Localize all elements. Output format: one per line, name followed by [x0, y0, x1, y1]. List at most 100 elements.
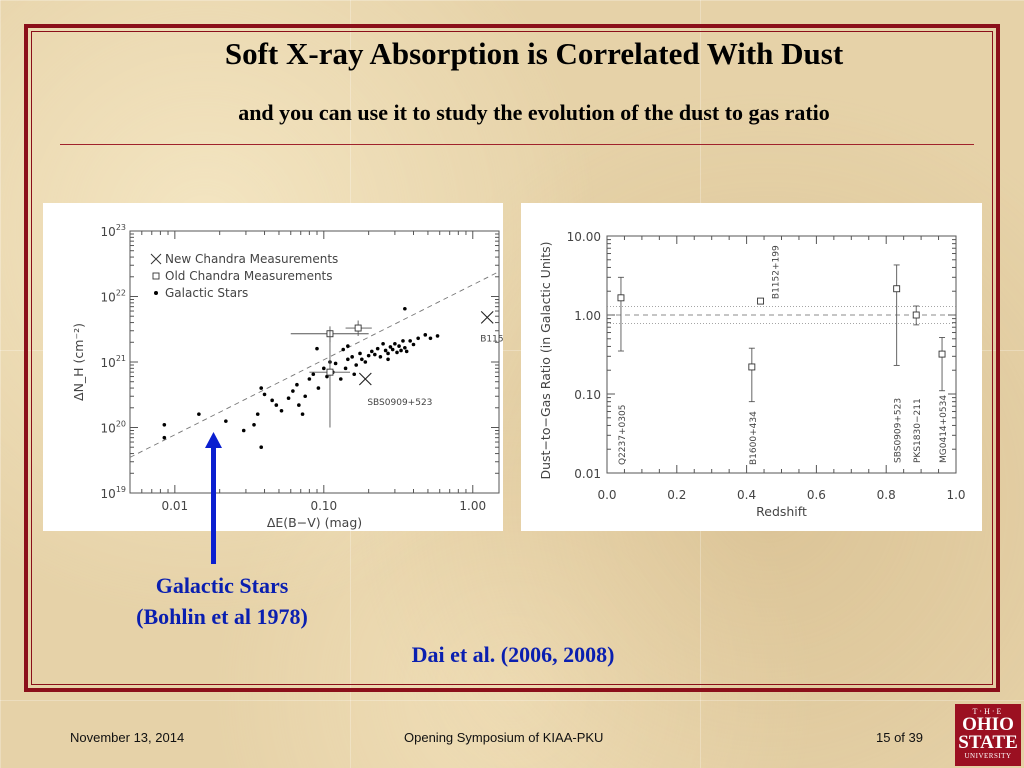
- old-chandra-point: [354, 324, 362, 332]
- dust-to-gas-plot-panel: 0.0 0.2 0.4 0.6 0.8 1.0 0.01 0.10 1.00 10.00 Redsh…: [521, 203, 982, 531]
- galactic-star-point: [300, 412, 305, 416]
- x-tick-label: 1.00: [459, 499, 486, 513]
- galactic-star-point: [428, 336, 433, 341]
- x-tick-label: 0.6: [807, 488, 826, 502]
- galactic-star-point: [404, 349, 409, 354]
- galactic-star-point: [279, 408, 284, 413]
- galactic-star-point: [343, 366, 348, 371]
- legend-label: Old Chandra Measurements: [165, 269, 333, 283]
- galactic-star-point: [358, 351, 362, 356]
- galactic-star-point: [352, 372, 357, 377]
- galactic-star-point: [423, 333, 428, 337]
- y-tick-label: 1.00: [574, 309, 601, 323]
- ohio-state-logo: T·H·E OHIO STATE UNIVERSITY: [955, 704, 1021, 766]
- galactic-star-point: [262, 392, 267, 397]
- galactic-star-point: [435, 334, 440, 338]
- galactic-star-point: [259, 386, 264, 390]
- galactic-star-point: [370, 349, 374, 354]
- point-label: MG0414+0534: [939, 395, 949, 463]
- galactic-star-point: [295, 382, 299, 387]
- galactic-star-point: [297, 403, 301, 407]
- legend-marker-dot: [154, 291, 158, 295]
- galactic-star-point: [397, 344, 401, 348]
- footer-page-number: 15 of 39: [876, 730, 923, 745]
- footer-event: Opening Symposium of KIAA-PKU: [404, 730, 604, 745]
- logo-line3: STATE: [958, 732, 1018, 753]
- galactic-star-point: [388, 345, 393, 349]
- galactic-star-point: [363, 360, 368, 364]
- galactic-star-point: [366, 353, 371, 358]
- slide-frame-inner: [31, 31, 993, 685]
- galactic-star-point: [341, 347, 346, 352]
- point-label: PKS1830−211: [913, 398, 923, 463]
- footer-date: November 13, 2014: [70, 730, 185, 745]
- y-tick-label: 10.00: [567, 230, 601, 244]
- point-label: B1600+434: [749, 411, 759, 465]
- arrow-up-icon: [205, 432, 222, 564]
- y-tick-label: 1022: [101, 289, 126, 305]
- galactic-star-point: [401, 339, 405, 343]
- y-tick-label: 1021: [101, 354, 126, 370]
- legend-label: Galactic Stars: [165, 286, 248, 300]
- x-axis-label: Redshift: [756, 504, 807, 519]
- slide-subtitle: and you can use it to study the evolutio…: [238, 100, 830, 125]
- galactic-star-point: [399, 348, 403, 353]
- data-point: [912, 311, 920, 319]
- galactic-star-point: [408, 339, 412, 343]
- galactic-star-point: [325, 374, 329, 379]
- x-tick-label: 0.01: [161, 499, 188, 513]
- x-tick-label: 0.4: [737, 488, 756, 502]
- galactic-star-point: [375, 346, 380, 351]
- dust-to-gas-chart: 0.0 0.2 0.4 0.6 0.8 1.0 0.01 0.10 1.00 10.00 Redsh…: [538, 230, 966, 519]
- galactic-star-point: [350, 355, 354, 359]
- nh-vs-ebv-chart: 0.01 0.10 1.00 1019 1020 1021 1022 1023 ΔE(B−V) …: [71, 223, 554, 530]
- point-label: SBS0909+523: [367, 398, 432, 408]
- slide-frame: [24, 24, 1000, 692]
- new-chandra-point: [358, 372, 372, 386]
- legend-marker-cross: [150, 253, 162, 265]
- legend-marker-square: [152, 272, 160, 280]
- x-tick-label: 0.0: [597, 488, 616, 502]
- galactic-star-point: [393, 341, 397, 346]
- title-divider: [60, 144, 974, 145]
- point-label: B1152+199: [772, 245, 782, 299]
- logo-line4: UNIVERSITY: [964, 752, 1012, 760]
- galactic-star-point: [311, 372, 316, 377]
- galactic-star-point: [338, 377, 343, 381]
- x-tick-label: 0.2: [667, 488, 686, 502]
- galactic-star-point: [381, 341, 385, 346]
- y-tick-label: 1023: [101, 223, 126, 239]
- galactic-star-point: [315, 346, 319, 351]
- x-tick-label: 1.0: [946, 488, 965, 502]
- galactic-star-point: [411, 342, 416, 347]
- galactic-star-point: [259, 445, 264, 450]
- galactic-star-point: [383, 348, 388, 353]
- galactic-star-point: [403, 345, 407, 350]
- fit-line: [129, 271, 500, 458]
- galactic-star-point: [307, 377, 312, 381]
- galactic-stars-caption-line2: (Bohlin et al 1978): [136, 604, 308, 629]
- galactic-star-point: [162, 422, 167, 427]
- galactic-star-point: [270, 398, 274, 403]
- galactic-star-point: [403, 306, 407, 311]
- galactic-star-point: [162, 435, 167, 440]
- galactic-star-point: [378, 355, 383, 359]
- logo-line2: OHIO: [962, 714, 1014, 735]
- galactic-star-point: [316, 386, 321, 390]
- galactic-star-point: [346, 344, 350, 348]
- galactic-star-point: [303, 394, 307, 399]
- galactic-star-point: [395, 350, 399, 355]
- y-axis-label: Dust−to−Gas Ratio (in Galactic Units): [538, 241, 553, 479]
- galactic-star-point: [322, 366, 326, 371]
- old-chandra-point: [326, 368, 334, 376]
- nh-vs-ebv-plot-panel: 0.01 0.10 1.00 1019 1020 1021 1022 1023 ΔE(B−V) …: [43, 203, 554, 531]
- y-tick-label: 1019: [101, 485, 126, 501]
- galactic-star-point: [386, 357, 390, 362]
- galactic-star-point: [346, 357, 350, 362]
- galactic-stars-caption-line1: Galactic Stars: [155, 573, 289, 598]
- data-point: [617, 294, 625, 302]
- slide-title: Soft X-ray Absorption is Correlated With…: [224, 36, 844, 71]
- galactic-star-point: [333, 361, 338, 366]
- galactic-star-point: [197, 412, 201, 416]
- galactic-stars-caption: Galactic Stars (Bohlin et al 1978): [100, 570, 344, 632]
